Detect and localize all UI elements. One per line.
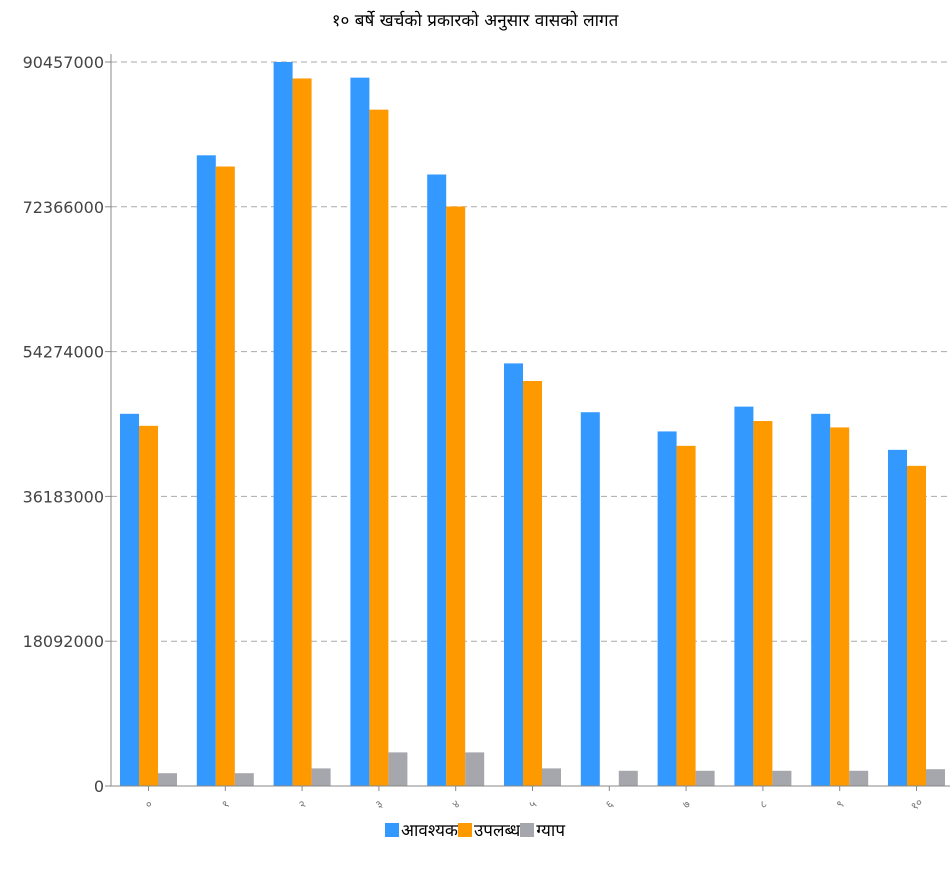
legend-swatch <box>385 822 400 837</box>
bar-available <box>907 465 926 786</box>
bar-required <box>350 77 370 786</box>
bar-available <box>753 421 773 786</box>
y-tick-label: 0 <box>94 777 104 796</box>
bar-available <box>369 109 389 787</box>
x-tick-label: २ <box>296 798 309 812</box>
x-tick-label: १ <box>219 798 232 812</box>
bar-required <box>657 431 677 786</box>
x-tick-label: ५ <box>526 797 539 811</box>
bar-gap <box>695 770 715 786</box>
bar-gap <box>234 773 254 786</box>
y-tick-label: 54274000 <box>23 343 104 362</box>
y-tick-label: 90457000 <box>23 53 104 72</box>
x-tick-label: ४ <box>450 797 463 811</box>
bar-available <box>676 445 696 786</box>
legend-item: ग्याप <box>520 818 565 841</box>
legend: आवश्यक उपलब्ध ग्याप <box>0 818 950 841</box>
legend-item: उपलब्ध <box>457 818 521 841</box>
bar-required <box>580 412 600 786</box>
bar-available <box>292 78 312 787</box>
bar-required <box>811 413 831 786</box>
bars <box>120 62 945 787</box>
bar-gap <box>465 752 485 786</box>
x-tick-label: ६ <box>603 797 616 811</box>
bar-required <box>734 406 754 786</box>
bar-required <box>196 155 216 787</box>
x-tick-label: ७ <box>680 797 693 811</box>
x-tick-label: १० <box>908 796 925 813</box>
x-tick-label: ० <box>142 797 155 811</box>
y-tick-label: 36183000 <box>23 487 104 506</box>
bar-required <box>273 62 293 786</box>
bar-available <box>446 206 466 787</box>
bar-available <box>139 425 158 786</box>
legend-swatch <box>520 822 535 837</box>
chart-title: १० बर्षे खर्चको प्रकारको अनुसार वासको ला… <box>331 11 619 31</box>
bar-gap <box>311 768 331 786</box>
x-tick-label: ८ <box>757 797 770 811</box>
axes <box>110 54 950 791</box>
bar-available <box>523 381 542 786</box>
bar-gap <box>618 770 638 786</box>
legend-label: ग्याप <box>536 821 565 841</box>
y-tick-label: 72366000 <box>23 198 104 217</box>
bar-available <box>215 166 235 786</box>
legend-swatch <box>457 822 472 837</box>
legend-label: उपलब्ध <box>473 821 521 841</box>
x-axis-tick-labels: ० १ २ ३ ४ ५ ६ ७ ८ ९ १० <box>142 796 925 813</box>
legend-item: आवश्यक <box>385 818 458 841</box>
bar-gap <box>158 773 177 786</box>
bar-gap <box>542 768 561 786</box>
bar-required <box>120 413 139 786</box>
gridlines <box>105 61 950 787</box>
bar-gap <box>388 752 408 786</box>
bar-required <box>427 174 447 786</box>
x-tick-label: ९ <box>834 798 847 812</box>
legend-label: आवश्यक <box>401 821 458 841</box>
y-tick-label: 18092000 <box>23 632 104 651</box>
bar-available <box>830 427 850 786</box>
bar-gap <box>849 770 869 786</box>
bar-required <box>888 449 907 786</box>
bar-gap <box>926 769 945 786</box>
x-tick-label: ३ <box>373 798 386 812</box>
bar-required <box>504 363 523 786</box>
bar-gap <box>772 770 792 786</box>
y-axis-tick-labels: 0 18092000 36183000 54274000 72366000 9045700… <box>23 53 104 796</box>
